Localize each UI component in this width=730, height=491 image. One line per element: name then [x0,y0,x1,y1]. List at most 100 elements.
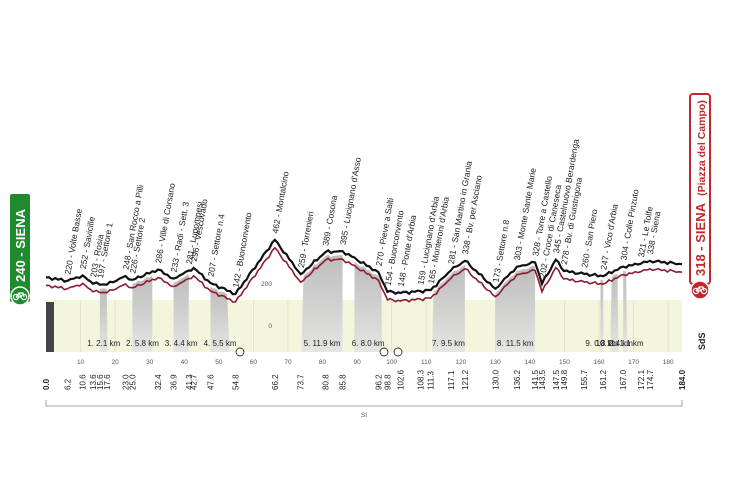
gravel-sector-area [210,287,230,352]
waypoint-km-label: 41.3 [185,374,194,390]
waypoint-label: 395 - Lucignano d'Asso [338,156,363,245]
profile-outline [46,238,683,296]
km-tick-label: 40 [181,359,189,366]
gravel-sector-label: 7. 9.5 km [432,339,465,348]
gravel-sector-area [99,288,108,352]
km-tick-label: 110 [421,359,432,366]
waypoint-label: 247 - Vico d'Arbia [598,203,619,271]
gravel-sector-label: 8. 11.5 km [497,339,534,348]
waypoint-km-label: 121.2 [461,369,470,390]
waypoint-km-label: 13.6 [89,374,98,390]
km-tick-label: 90 [353,359,361,366]
km-tick-label: 10 [77,359,85,366]
waypoint-km-label: 96.2 [375,374,384,390]
gravel-sector-area [301,254,343,352]
gravel-sector-label: 2. 5.8 km [126,339,159,348]
waypoint-km-label: 161.2 [599,369,608,390]
waypoint-label: 173 - Settore n.8 [490,219,511,283]
waypoint-km-label: 102.6 [397,369,406,390]
gravel-sector-area [354,261,382,352]
waypoint-km-label: 108.3 [416,369,425,390]
waypoint-km-label: 130.0 [491,369,500,390]
waypoint-km-label: 23.0 [122,374,131,390]
gravel-sector-label: 10. 2.4 km [596,339,634,348]
waypoint-label: 260 - San Piero [579,208,599,268]
waypoint-km-label: 136.2 [513,369,522,390]
finish-label-main: 318 - SIENA [693,202,708,276]
waypoint-km-label: 98.8 [384,374,393,390]
gravel-sector-label: 1. 2.1 km [87,339,120,348]
finish-label: 318 - SIENA (Piazza del Campo) [693,100,708,276]
waypoint-km-label: 147.5 [552,369,561,390]
waypoint-km-label: 155.7 [580,369,589,390]
gravel-sector-label: 9. 0.8 km [585,339,618,348]
waypoint-km-label: 25.0 [128,374,137,390]
altitude-ref-label: 0 [268,323,272,330]
km-tick-label: 50 [215,359,223,366]
km-tick-label: 30 [146,359,154,366]
start-ramp [46,302,54,352]
km-tick-label: 60 [250,359,258,366]
organizer-logo: SdS [697,332,707,350]
waypoint-km-label: 174.7 [646,369,655,390]
gravel-sector-label: 6. 8.0 km [352,339,385,348]
waypoint-km-label: 54.8 [231,374,240,390]
gravel-sector-area [495,265,536,352]
gravel-sector-area [432,264,465,352]
gravel-sector-area [132,275,153,352]
start-km-label: 0.0 [42,378,51,390]
altitude-ref-label: 200 [261,281,272,288]
start-label: 240 - SIENA [13,208,28,282]
km-tick-label: 150 [559,359,570,366]
gravel-sector-area [173,274,189,352]
waypoint-km-label: 167.0 [619,369,628,390]
waypoint-km-label: 15.6 [96,374,105,390]
km-tick-label: 80 [319,359,327,366]
waypoint-km-label: 149.8 [560,369,569,390]
waypoint-label: 207 - Settore n.4 [206,213,227,277]
waypoint-km-label: 117.1 [447,370,456,390]
waypoint-km-label: 47.6 [207,374,216,390]
finish-km-label: 184.0 [678,369,687,390]
km-tick-label: 130 [490,359,501,366]
waypoint-km-label: 141.5 [531,369,540,390]
waypoint-label: 142 - Buonconvento [231,211,254,288]
railway-crossing-icon [393,347,403,357]
km-tick-label: 100 [386,359,397,366]
waypoint-km-label: 42.7 [190,374,199,390]
waypoint-km-label: 10.6 [79,374,88,390]
waypoint-km-label: 32.4 [154,374,163,390]
route-line [46,246,683,303]
km-tick-label: 180 [663,359,674,366]
waypoint-km-label: 80.8 [321,374,330,390]
waypoint-km-label: 143.5 [538,369,547,390]
waypoint-km-label: 172.1 [637,369,646,390]
km-tick-label: 70 [284,359,292,366]
si-label: SI [361,412,367,419]
waypoint-km-label: 36.9 [170,374,179,390]
gravel-sector-area [623,270,628,352]
finish-badge: 318 - SIENA (Piazza del Campo) [689,93,711,300]
km-tick-label: 140 [524,359,535,366]
gravel-sector-label: 4. 5.5 km [204,339,237,348]
km-tick-label: 20 [112,359,120,366]
km-tick-label: 170 [628,359,639,366]
waypoint-km-label: 6.2 [63,378,72,390]
waypoint-km-label: 111.3 [427,371,436,390]
km-tick-label: 120 [455,359,466,366]
waypoint-km-label: 73.7 [297,374,306,390]
waypoint-label: 389 - Cosona [320,194,339,246]
gravel-sector-label: 5. 11.9 km [304,339,341,348]
route-bracket [45,400,683,407]
waypoint-km-label: 17.6 [103,374,112,390]
start-badge: 240 - SIENA [10,194,30,306]
gravel-sector-area [610,273,619,352]
railway-crossing-icon [379,347,389,357]
finish-bicycle-icon [692,286,708,295]
railway-crossing-icon [235,347,245,357]
waypoint-km-label: 85.8 [339,374,348,390]
waypoint-label: 259 - Torrenieri [296,211,316,269]
waypoint-km-label: 66.2 [271,374,280,390]
